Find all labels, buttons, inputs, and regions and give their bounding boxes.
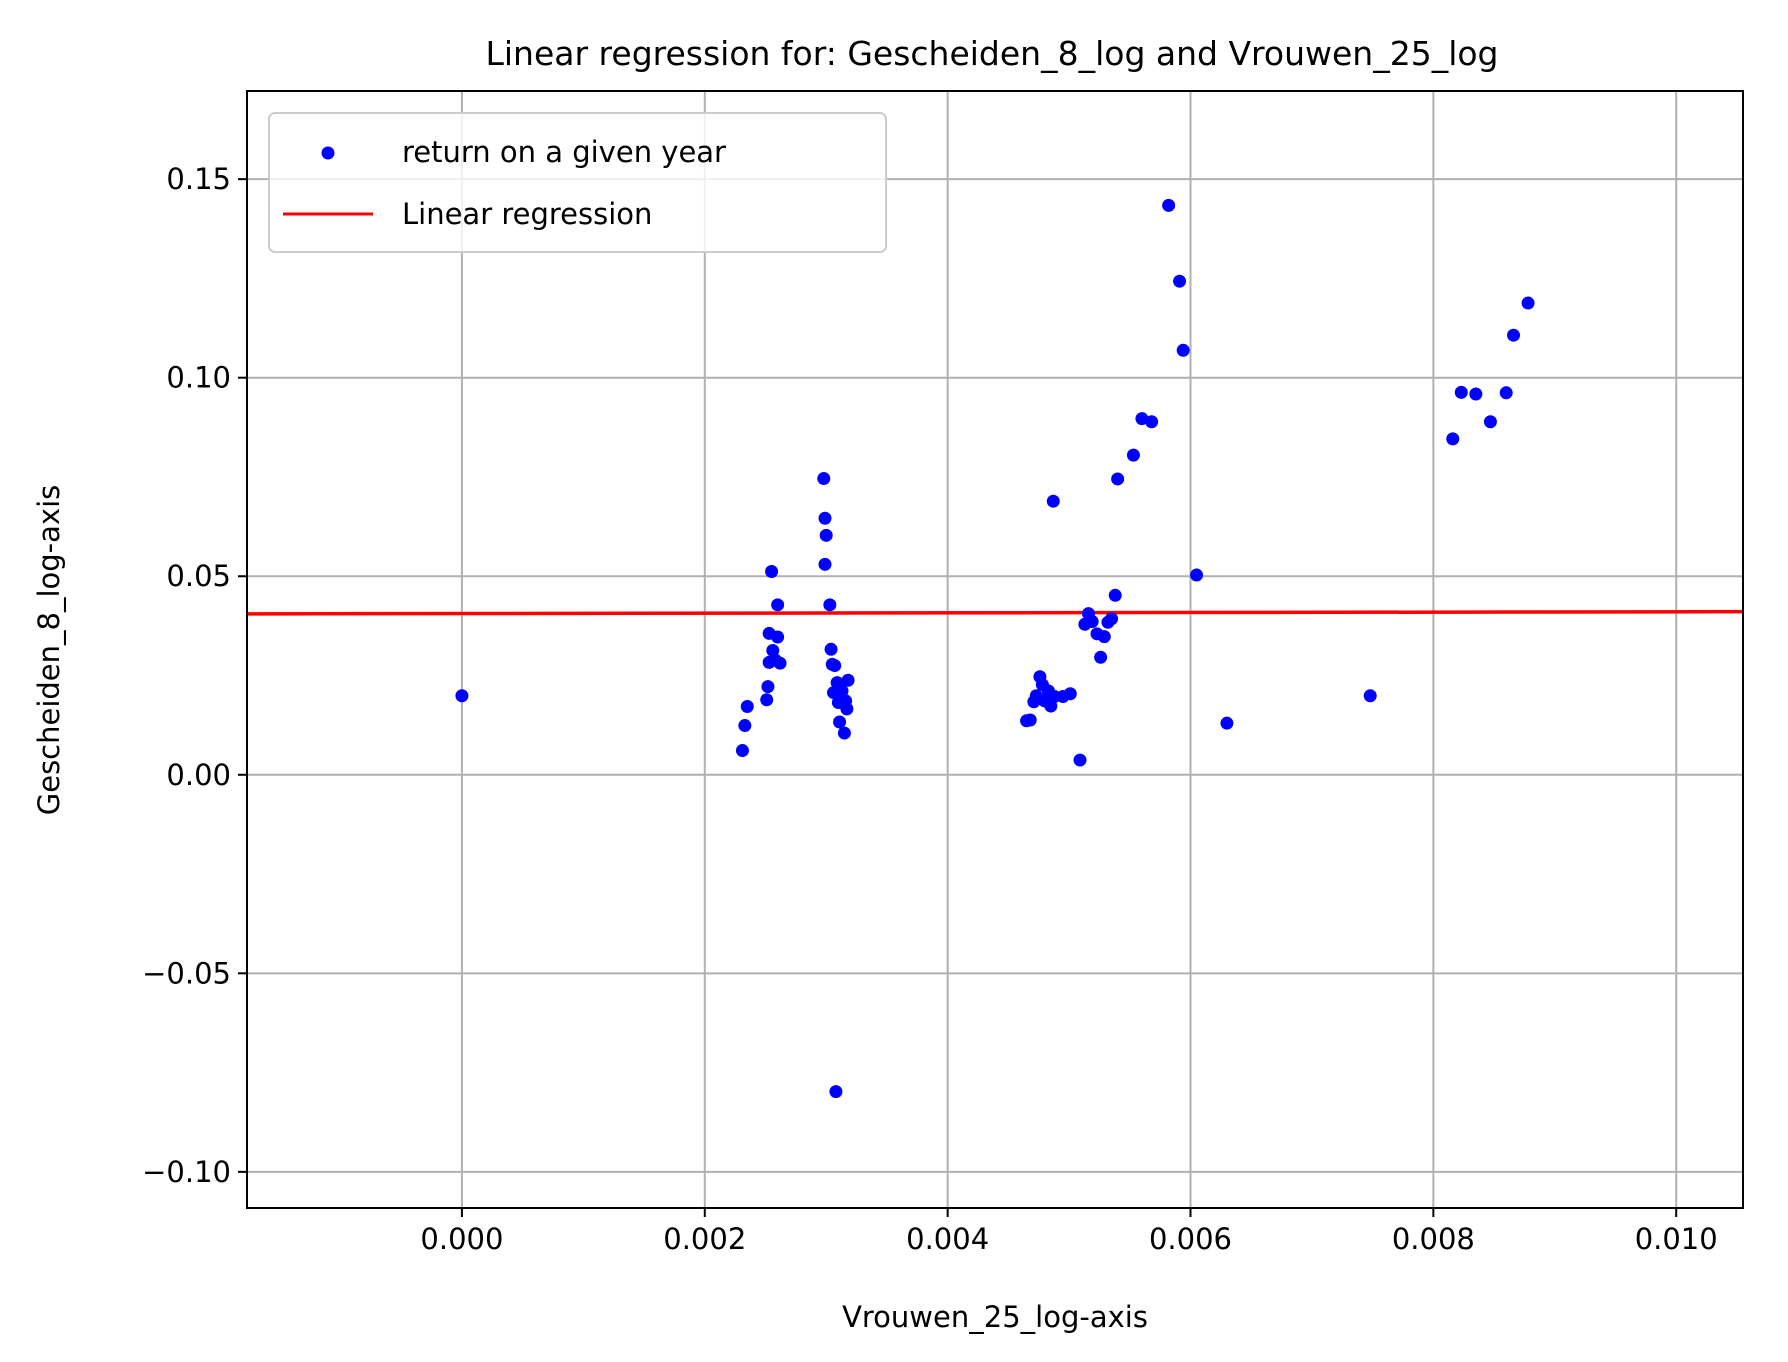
scatter-point: [765, 564, 779, 578]
scatter-points: [455, 198, 1535, 1099]
scatter-point: [1085, 615, 1099, 629]
regression-line-layer: [247, 609, 1743, 616]
x-tick-label: 0.008: [1392, 1222, 1475, 1256]
scatter-point: [1023, 713, 1037, 727]
x-tick-label: 0.006: [1149, 1222, 1232, 1256]
scatter-point: [735, 744, 749, 758]
scatter-point: [1499, 386, 1513, 400]
y-axis-label: Gescheiden_8_log-axis: [32, 485, 66, 816]
legend-marker-points: [321, 146, 335, 160]
scatter-point: [1145, 415, 1159, 429]
scatter-point: [455, 689, 469, 703]
scatter-point: [1454, 385, 1468, 399]
scatter-point: [1162, 198, 1176, 212]
scatter-point: [1469, 387, 1483, 401]
x-axis-label: Vrouwen_25_log-axis: [842, 1300, 1148, 1334]
x-tick-label: 0.010: [1635, 1222, 1718, 1256]
scatter-point: [823, 598, 837, 612]
scatter-point: [819, 528, 833, 542]
plot-frame: [246, 90, 1744, 1209]
scatter-point: [1063, 687, 1077, 701]
grid: [247, 91, 1743, 1208]
scatter-point: [837, 726, 851, 740]
y-tick-label: 0.15: [166, 162, 231, 196]
scatter-point: [817, 472, 831, 486]
scatter-point: [1507, 328, 1520, 342]
scatter-point: [771, 630, 785, 644]
scatter-point: [1220, 716, 1234, 730]
x-tick-label: 0.004: [906, 1222, 989, 1256]
y-tick-label: −0.05: [142, 956, 231, 990]
scatter-point: [1190, 568, 1204, 582]
x-tick-label: 0.000: [420, 1222, 503, 1256]
scatter-point: [1108, 588, 1122, 602]
regression-line: [247, 609, 1743, 616]
scatter-point: [1173, 274, 1187, 288]
scatter-point: [841, 673, 855, 687]
scatter-point: [1483, 415, 1497, 429]
scatter-point: [833, 715, 847, 729]
scatter-point: [1105, 612, 1119, 626]
scatter-point: [829, 1085, 843, 1099]
scatter-point: [1446, 432, 1460, 446]
scatter-point: [1094, 650, 1108, 664]
scatter-point: [1126, 448, 1140, 462]
scatter-point: [771, 598, 785, 612]
y-tick-label: 0.10: [166, 361, 231, 395]
y-tick-label: 0.00: [166, 758, 231, 792]
scatter-point: [740, 699, 754, 713]
scatter-point: [1046, 494, 1060, 508]
scatter-point: [1097, 630, 1111, 644]
scatter-point: [1363, 689, 1377, 703]
scatter-point: [840, 702, 854, 716]
x-tick-label: 0.002: [663, 1222, 746, 1256]
plot-area: [247, 91, 1743, 1208]
legend-label-points: return on a given year: [402, 135, 726, 169]
scatter-point: [835, 684, 849, 698]
scatter-point: [818, 557, 832, 571]
legend-box: [268, 112, 887, 253]
scatter-point: [738, 719, 752, 733]
axis-ticks: 0.000 0.002 0.004 0.006 0.008 0.010 −0.10 −0.05…: [142, 162, 1718, 1256]
legend: return on a given year Linear regression: [268, 112, 887, 253]
scatter-point: [824, 642, 838, 656]
scatter-point: [1073, 753, 1087, 767]
scatter-point: [761, 680, 775, 694]
y-tick-label: 0.05: [166, 559, 231, 593]
scatter-point: [760, 693, 774, 707]
chart-title: Linear regression for: Gescheiden_8_log …: [486, 34, 1499, 73]
scatter-point: [1176, 343, 1190, 357]
scatter-point: [828, 659, 842, 673]
scatter-point: [773, 656, 787, 670]
scatter-point: [1111, 472, 1125, 486]
legend-label-regression: Linear regression: [402, 197, 652, 231]
y-tick-label: −0.10: [142, 1155, 231, 1189]
scatter-point: [818, 511, 832, 525]
scatter-point: [1521, 296, 1535, 310]
